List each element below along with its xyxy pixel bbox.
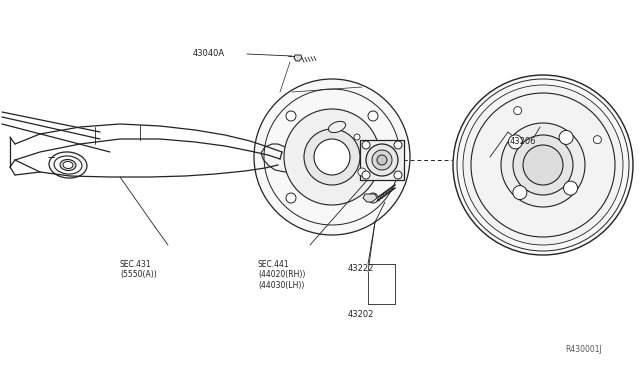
Circle shape (372, 150, 392, 170)
Circle shape (453, 75, 633, 255)
Circle shape (362, 141, 370, 149)
Circle shape (286, 111, 296, 121)
Circle shape (377, 155, 387, 165)
Circle shape (463, 85, 623, 245)
Circle shape (362, 171, 370, 179)
Ellipse shape (54, 156, 82, 174)
Text: 43040A: 43040A (193, 49, 225, 58)
Circle shape (513, 186, 527, 199)
Text: 43222: 43222 (348, 264, 374, 273)
Polygon shape (261, 144, 296, 172)
Text: SEC.441
(44020(RH))
(44030(LH)): SEC.441 (44020(RH)) (44030(LH)) (258, 260, 305, 290)
Polygon shape (294, 55, 302, 61)
Ellipse shape (63, 161, 73, 169)
Text: 43206: 43206 (510, 138, 536, 147)
Circle shape (508, 135, 522, 149)
Circle shape (254, 79, 410, 235)
Circle shape (513, 135, 573, 195)
Circle shape (564, 181, 577, 195)
Ellipse shape (60, 160, 76, 170)
Circle shape (358, 168, 366, 176)
Text: SEC.431
(5550(A)): SEC.431 (5550(A)) (120, 260, 157, 279)
Text: 43202: 43202 (348, 310, 374, 319)
Ellipse shape (328, 121, 346, 132)
Circle shape (501, 123, 585, 207)
Circle shape (284, 109, 380, 205)
Circle shape (368, 111, 378, 121)
Ellipse shape (49, 152, 87, 178)
Circle shape (366, 144, 398, 176)
Circle shape (394, 141, 402, 149)
Circle shape (368, 193, 378, 203)
Circle shape (593, 136, 602, 144)
Polygon shape (360, 140, 404, 180)
Circle shape (286, 193, 296, 203)
Text: R430001J: R430001J (565, 345, 602, 354)
Circle shape (514, 107, 522, 115)
Polygon shape (363, 194, 377, 202)
Circle shape (354, 134, 360, 140)
Circle shape (559, 131, 573, 144)
Circle shape (394, 171, 402, 179)
Circle shape (523, 145, 563, 185)
Circle shape (314, 139, 350, 175)
Circle shape (304, 129, 360, 185)
